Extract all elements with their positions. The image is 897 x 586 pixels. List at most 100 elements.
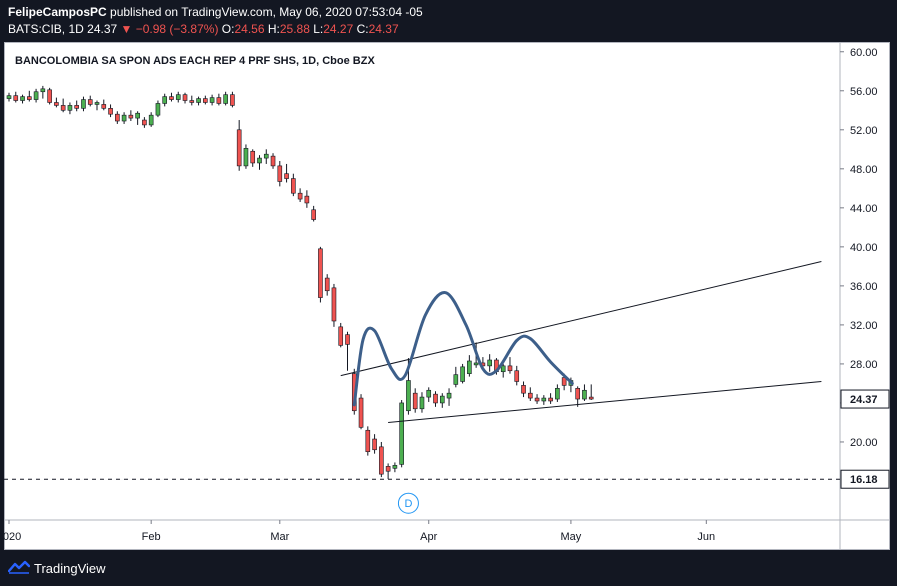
candle: [81, 96, 86, 112]
candle-body: [345, 334, 350, 345]
candle: [115, 111, 120, 124]
candle-body: [406, 380, 411, 412]
candle-body: [446, 392, 452, 399]
candle: [203, 95, 208, 105]
line-price-tag: 16.18: [840, 469, 890, 489]
candle-body: [250, 150, 256, 164]
candle: [419, 392, 425, 413]
y-tick-label: 32.00: [850, 320, 878, 332]
candle-body: [541, 397, 547, 402]
footer: TradingView: [0, 551, 897, 586]
candle-body: [230, 94, 235, 106]
candle: [318, 246, 323, 303]
candle: [345, 331, 350, 371]
candle-body: [101, 104, 107, 109]
publish-info: FelipeCamposPC published on TradingView.…: [8, 5, 423, 19]
candle-body: [412, 392, 418, 410]
candle-body: [33, 91, 39, 100]
candle-body: [385, 466, 391, 472]
y-tick-label: 52.00: [850, 125, 878, 137]
candle: [527, 387, 533, 401]
x-tick-label: Apr: [420, 531, 437, 543]
tradingview-logo-icon[interactable]: [8, 560, 30, 574]
candle-body: [6, 95, 12, 99]
candle: [33, 88, 39, 103]
author-name[interactable]: FelipeCamposPC: [8, 5, 107, 19]
close-label: C:: [356, 22, 369, 36]
symbol-label: BATS:CIB, 1D: [8, 22, 84, 36]
candle-body: [182, 94, 188, 101]
last-price-tag-text: 24.37: [850, 394, 878, 406]
candle-body: [270, 155, 276, 167]
candle-body: [128, 114, 134, 119]
candle-body: [379, 446, 384, 475]
tradingview-brand[interactable]: TradingView: [34, 561, 106, 576]
candle: [27, 90, 32, 102]
candle-body: [67, 105, 73, 111]
trendline[interactable]: [388, 380, 822, 423]
candle-body: [209, 97, 215, 103]
candle-body: [135, 112, 140, 119]
candle-body: [243, 148, 249, 167]
candle: [514, 365, 520, 386]
candle-body: [74, 105, 79, 109]
drawings[interactable]: D: [340, 261, 822, 514]
y-tick-label: 44.00: [850, 203, 878, 215]
candle: [588, 384, 594, 401]
candle-body: [263, 153, 269, 159]
candle-body: [365, 429, 371, 453]
candle: [439, 393, 445, 408]
candle-body: [297, 192, 303, 200]
price-axis[interactable]: 60.00 56.00 52.00 48.00 44.00 40.00 36.00 32.00…: [840, 47, 878, 449]
open-label: O:: [221, 22, 235, 36]
candle-body: [155, 103, 161, 116]
dividend-marker[interactable]: D: [397, 492, 419, 514]
candle-body: [534, 397, 540, 402]
y-tick-label: 48.00: [850, 164, 878, 176]
candle-body: [108, 108, 113, 115]
candle: [236, 120, 242, 171]
candle: [60, 98, 66, 113]
candle: [426, 387, 432, 402]
candle: [582, 384, 587, 401]
candle: [291, 173, 296, 197]
line-price-tag-text: 16.18: [850, 474, 878, 486]
candle: [467, 355, 472, 377]
candle-body: [331, 287, 337, 322]
last-price: 24.37: [87, 22, 118, 36]
candle: [155, 100, 161, 118]
candle-body: [514, 370, 520, 382]
candle: [209, 94, 215, 106]
candle-body: [555, 388, 560, 400]
candle: [148, 112, 154, 127]
line-price-tag-box: [840, 469, 890, 489]
candle: [169, 92, 174, 102]
candle: [87, 95, 93, 107]
candle: [500, 363, 506, 378]
candle-body: [203, 98, 208, 103]
dividend-marker-circle[interactable]: [397, 492, 419, 514]
candle: [304, 190, 310, 208]
candle: [365, 426, 371, 456]
time-axis[interactable]: 2020 Feb Mar Apr May Jun: [4, 520, 715, 543]
x-tick-label: Jun: [697, 531, 715, 543]
candle-body: [311, 209, 316, 220]
candle: [121, 112, 127, 124]
high-label: H:: [267, 22, 280, 36]
trendline[interactable]: [340, 261, 822, 377]
wave-pattern-drawing[interactable]: [352, 291, 574, 407]
candle: [54, 97, 59, 108]
candle-body: [392, 465, 398, 469]
candle: [311, 205, 316, 222]
price-chart[interactable]: BANCOLOMBIA SA SPON ADS EACH REP 4 PRF S…: [4, 42, 890, 550]
candle-body: [277, 165, 283, 182]
candle: [189, 95, 195, 106]
last-price-tag-box: [840, 389, 890, 409]
candle-body: [507, 365, 513, 372]
candle-body: [399, 402, 404, 465]
candle: [399, 400, 404, 468]
candle-body: [223, 94, 228, 104]
close-value: 24.37: [368, 22, 399, 36]
candle: [6, 92, 12, 102]
candle: [433, 391, 438, 407]
